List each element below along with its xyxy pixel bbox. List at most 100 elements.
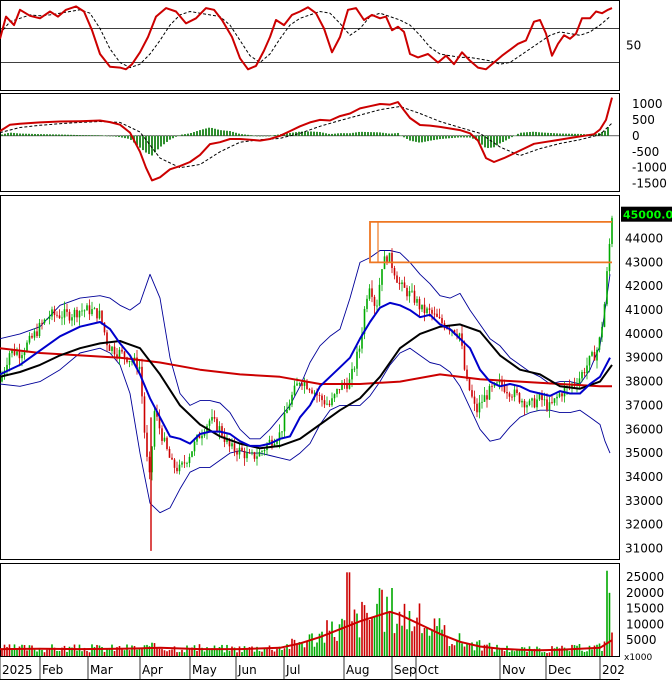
candle-body: [323, 400, 326, 405]
volume-bar: [393, 633, 396, 656]
macd-histogram-bar: [565, 133, 567, 136]
candle-body: [43, 319, 46, 324]
volume-bar: [376, 603, 378, 656]
candle-body: [251, 452, 253, 454]
macd-histogram-bar: [49, 134, 51, 136]
macd-histogram-bar: [397, 132, 399, 136]
volume-bar: [193, 645, 196, 656]
volume-bar: [8, 644, 11, 656]
volume-bar: [58, 650, 61, 656]
candle-body: [331, 398, 333, 406]
last-price-box: [621, 206, 672, 222]
macd-histogram-bar: [406, 135, 408, 139]
volume-tick-label: 20000: [626, 586, 664, 600]
volume-bar: [446, 635, 448, 656]
candle-body: [201, 435, 203, 439]
candle-body: [403, 282, 406, 288]
volume-bar: [313, 646, 316, 656]
macd-histogram-bar: [553, 133, 555, 136]
candle-body: [196, 434, 198, 442]
macd-histogram-bar: [451, 135, 453, 139]
volume-bar: [438, 618, 441, 656]
macd-histogram-bar: [418, 135, 420, 143]
macd-histogram-bar: [229, 131, 231, 136]
volume-bar: [338, 624, 341, 656]
candle-body: [441, 318, 443, 324]
candle-body: [508, 393, 511, 397]
macd-histogram-bar: [334, 133, 336, 136]
macd-histogram-bar: [571, 133, 573, 136]
volume-bar: [566, 648, 568, 656]
volume-bar: [608, 592, 611, 656]
volume-bar: [381, 589, 383, 656]
macd-histogram-bar: [55, 134, 57, 136]
macd-histogram-bar: [505, 135, 507, 141]
volume-bar: [181, 649, 183, 656]
candle-body: [503, 385, 506, 393]
candle-body: [481, 401, 483, 403]
macd-histogram-bar: [136, 135, 138, 146]
volume-bar: [96, 644, 98, 656]
price-tick-label: 42000: [625, 279, 663, 293]
price-tick-label: 32000: [625, 518, 663, 532]
candle-body: [393, 268, 396, 276]
macd-histogram-bar: [277, 134, 279, 136]
candle-body: [391, 252, 393, 269]
macd-histogram-bar: [415, 135, 417, 142]
volume-bar: [536, 646, 538, 656]
volume-bar: [268, 645, 271, 656]
macd-histogram-bar: [106, 135, 108, 137]
macd-histogram-bar: [88, 135, 90, 136]
macd-histogram-bar: [151, 135, 153, 156]
macd-histogram-bar: [148, 135, 150, 155]
x-axis-label: Mar: [90, 663, 113, 677]
candle-body: [163, 437, 166, 441]
macd-histogram-bar: [604, 130, 606, 136]
volume-bar: [161, 649, 163, 656]
candle-body: [73, 309, 76, 318]
candle-body: [338, 389, 341, 390]
candle-body: [6, 364, 8, 371]
candle-body: [301, 383, 303, 386]
macd-histogram-bar: [28, 133, 30, 136]
volume-bar: [453, 645, 456, 656]
macd-histogram-bar: [487, 135, 489, 149]
candle-body: [113, 346, 116, 355]
candle-body: [86, 305, 88, 311]
volume-bar: [238, 646, 241, 656]
volume-bar: [86, 650, 88, 656]
volume-bar: [371, 617, 373, 656]
volume-bar: [261, 651, 263, 656]
macd-line: [0, 97, 613, 182]
macd-histogram-bar: [13, 132, 15, 136]
volume-bar: [581, 650, 583, 656]
volume-bar: [586, 651, 588, 656]
macd-histogram-bar: [109, 135, 111, 137]
macd-histogram-bar: [244, 134, 246, 136]
volume-bar: [203, 651, 206, 656]
x-axis-label: Nov: [502, 663, 525, 677]
candle-body: [603, 304, 606, 327]
volume-bar: [418, 603, 421, 656]
volume-bar: [523, 647, 526, 656]
macd-histogram-bar: [76, 134, 78, 136]
candle-body: [516, 389, 518, 393]
candle-body: [236, 451, 238, 455]
volume-bar: [463, 646, 466, 656]
volume-bar: [51, 644, 53, 656]
volume-bar: [406, 629, 408, 656]
macd-histogram-bar: [556, 133, 558, 136]
volume-bar: [241, 652, 243, 656]
volume-bar: [481, 650, 483, 656]
volume-bar: [486, 644, 488, 656]
macd-histogram-bar: [52, 134, 54, 136]
macd-histogram-bar: [25, 133, 27, 136]
macd-histogram-bar: [226, 130, 228, 136]
macd-histogram-bar: [535, 131, 537, 136]
macd-histogram-bar: [214, 128, 216, 136]
candle-body: [561, 393, 563, 397]
volume-bar: [226, 644, 228, 656]
volume-bar: [278, 646, 281, 656]
volume-bar: [306, 640, 308, 656]
ma-mid-line: [0, 323, 613, 450]
